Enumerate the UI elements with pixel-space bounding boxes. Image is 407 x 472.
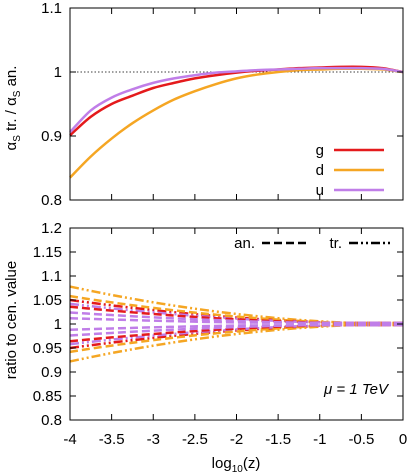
top-plot-frame: [69, 7, 404, 201]
top-y-ticks: 0.8 0.9 1 1.1: [41, 0, 404, 209]
top-legend-label-u: u: [316, 182, 324, 199]
top-ytick-label: 0.9: [41, 128, 62, 145]
bottom-ytick-label: 1.05: [33, 292, 62, 309]
bottom-legend-label-an: an.: [234, 235, 255, 252]
bottom-xtick-label: -1: [313, 431, 326, 448]
bottom-x-ticks: -4 -3.5 -3 -2.5 -2 -1.5 -1 -0.5 0: [63, 228, 407, 448]
top-ytick-label: 0.8: [41, 192, 62, 209]
bottom-xtick-label: -4: [63, 431, 76, 448]
top-legend: gdu: [316, 142, 384, 199]
bottom-band-d-tr-lower: [69, 323, 404, 363]
bottom-band-d-tr-upper: [69, 285, 404, 325]
top-legend-label-g: g: [316, 142, 324, 159]
bottom-annotation: μ = 1 TeV: [323, 381, 390, 398]
bottom-band-u-tr-upper: [69, 302, 404, 325]
top-series-d: [69, 67, 404, 179]
top-series-u: [69, 66, 404, 134]
top-ylabel-sub1: S: [12, 135, 23, 142]
bottom-y-ticks: 0.8 0.85 0.9 0.95 1 1.05 1.1 1.15 1.2: [33, 220, 403, 429]
bottom-xtick-label: -1.5: [265, 431, 291, 448]
top-ylabel-alpha: α: [3, 141, 20, 150]
bottom-legend-label-tr: tr.: [329, 235, 342, 252]
top-legend-label-d: d: [316, 162, 324, 179]
bottom-ytick-label: 0.9: [41, 364, 62, 381]
bottom-series-group: [69, 285, 404, 363]
bottom-xtick-label: -3.5: [99, 431, 125, 448]
bottom-band-u-an-lower: [69, 323, 404, 332]
bottom-band-u-an-upper: [69, 316, 404, 325]
bottom-xtick-label: -0.5: [348, 431, 374, 448]
top-ylabel-end: an.: [3, 66, 20, 91]
xlabel-end: (z): [243, 455, 261, 472]
bottom-ytick-label: 0.95: [33, 340, 62, 357]
top-ytick-label: 1.1: [41, 0, 62, 17]
bottom-ytick-label: 0.8: [41, 412, 62, 429]
bottom-plot-frame: [69, 227, 404, 421]
top-ylabel-sub2: S: [12, 90, 23, 97]
bottom-band-u-tr-lower: [69, 323, 404, 346]
bottom-ytick-label: 1.1: [41, 268, 62, 285]
bottom-ytick-label: 1: [54, 316, 62, 333]
top-panel: 0.80.911.1 gdu αS tr. / αS an.: [3, 0, 404, 209]
top-ylabel-mid: tr. / α: [3, 97, 20, 135]
bottom-legend: an. tr.: [234, 235, 390, 252]
top-series-group: [69, 65, 404, 179]
bottom-x-axis-label: log10(z): [212, 455, 261, 472]
bottom-ytick-label: 0.85: [33, 388, 62, 405]
bottom-ytick-label: 1.15: [33, 244, 62, 261]
top-series-g: [69, 65, 404, 137]
bottom-y-axis-label: ratio to cen. value: [3, 261, 20, 379]
bottom-xtick-label: 0: [399, 431, 407, 448]
xlabel-main: log: [212, 455, 232, 472]
bottom-ytick-label: 1.2: [41, 220, 62, 237]
bottom-xtick-label: -2.5: [182, 431, 208, 448]
bottom-panel: 0.8 0.85 0.9 0.95 1 1.05 1.1 1.15 1.2 -4 -3.5 -3 -2…: [3, 220, 407, 472]
bottom-xtick-label: -3: [147, 431, 160, 448]
bottom-xtick-label: -2: [230, 431, 243, 448]
xlabel-sub: 10: [232, 464, 244, 472]
top-ytick-label: 1: [54, 64, 62, 81]
top-y-axis-label: αS tr. / αS an.: [3, 66, 23, 151]
